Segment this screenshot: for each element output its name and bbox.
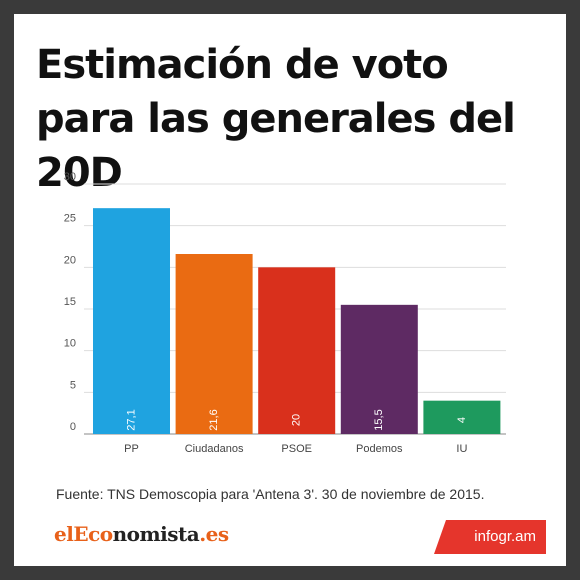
data-label: 27,1	[125, 409, 137, 430]
y-tick-label: 30	[64, 171, 76, 183]
data-label: 21,6	[208, 409, 220, 430]
bar-iu	[423, 400, 501, 434]
brand-part-3: .es	[199, 522, 229, 546]
y-axis: 0 5 10 15 20 25 30	[64, 171, 76, 433]
y-tick-label: 20	[64, 254, 76, 266]
infographic-card: Estimación de voto para las generales de…	[14, 14, 566, 566]
value-labels: 27,1 21,6 20 15,5 4	[125, 409, 467, 430]
bar-chart: 0 5 10 15 20 25 30 27,1 21,6 20 15,5 4 PP Ciudadano…	[64, 171, 506, 455]
brand-part-2: nomista	[112, 522, 200, 546]
x-tick-label: PP	[124, 443, 139, 455]
y-tick-label: 0	[70, 421, 76, 433]
source-note: Fuente: TNS Demoscopia para 'Antena 3'. …	[56, 486, 485, 502]
y-tick-label: 5	[70, 379, 76, 391]
x-tick-label: Podemos	[356, 443, 403, 455]
bar-psoe	[258, 267, 336, 434]
data-label: 4	[456, 417, 468, 423]
brand-logo: elEconomista.es	[54, 522, 229, 546]
bar-podemos	[340, 304, 418, 434]
x-tick-label: IU	[456, 443, 467, 455]
bar-ciudadanos	[175, 254, 253, 434]
bars	[93, 208, 501, 434]
y-tick-label: 25	[64, 213, 76, 225]
bar-pp	[93, 208, 170, 434]
data-label: 15,5	[373, 409, 385, 430]
x-tick-label: PSOE	[281, 443, 312, 455]
x-tick-label: Ciudadanos	[185, 443, 244, 455]
infogram-badge[interactable]: infogr.am	[434, 520, 546, 554]
y-tick-label: 10	[64, 338, 76, 350]
data-label: 20	[291, 414, 303, 426]
y-tick-label: 15	[64, 296, 76, 308]
x-axis: PP Ciudadanos PSOE Podemos IU	[124, 443, 467, 455]
page-title: Estimación de voto para las generales de…	[36, 42, 516, 196]
brand-part-1: elEco	[54, 522, 113, 546]
